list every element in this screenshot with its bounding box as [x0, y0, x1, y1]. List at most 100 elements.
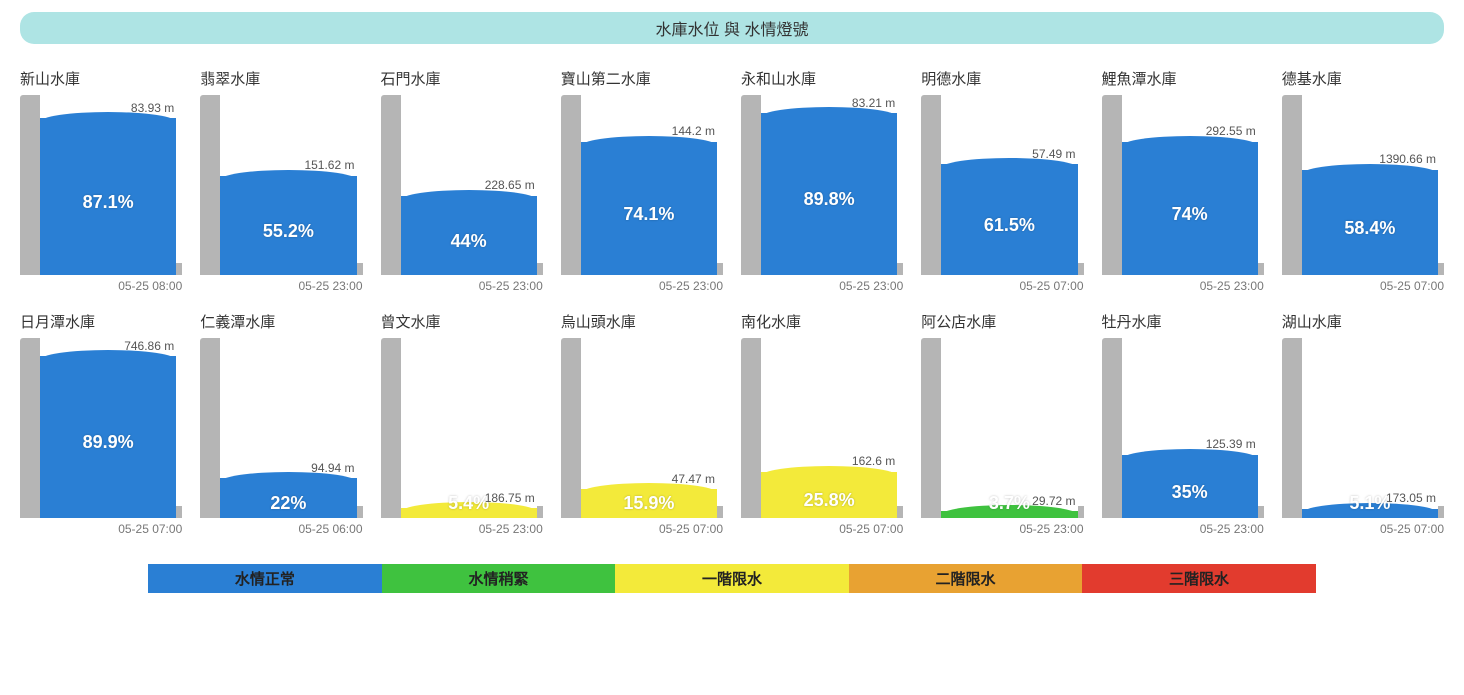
reservoir-chart: 5.4% 186.75 m: [381, 338, 543, 518]
percentage-label: 15.9%: [581, 493, 717, 514]
tank-area: 5.1% 173.05 m: [1302, 338, 1438, 518]
percentage-label: 61.5%: [941, 215, 1077, 236]
reservoir-card: 牡丹水庫 35% 125.39 m 05-25 23:00: [1102, 311, 1264, 536]
legend-item: 水情稍緊: [382, 564, 616, 593]
reservoir-name: 日月潭水庫: [20, 311, 182, 332]
pillar-left: [561, 338, 581, 518]
reservoir-name: 寶山第二水庫: [561, 68, 723, 89]
reservoir-chart: 89.8% 83.21 m: [741, 95, 903, 275]
pillar-right: [176, 263, 182, 275]
timestamp: 05-25 23:00: [921, 522, 1083, 536]
reservoir-name: 南化水庫: [741, 311, 903, 332]
pillar-right: [537, 263, 543, 275]
timestamp: 05-25 07:00: [741, 522, 903, 536]
tank-area: 89.8% 83.21 m: [761, 95, 897, 275]
tank-area: 44% 228.65 m: [401, 95, 537, 275]
pillar-left: [1102, 95, 1122, 275]
percentage-label: 74.1%: [581, 204, 717, 225]
reservoir-card: 石門水庫 44% 228.65 m 05-25 23:00: [381, 68, 543, 293]
percentage-label: 25.8%: [761, 490, 897, 511]
tank-area: 3.7% 29.72 m: [941, 338, 1077, 518]
pillar-left: [1282, 338, 1302, 518]
reservoir-card: 永和山水庫 89.8% 83.21 m 05-25 23:00: [741, 68, 903, 293]
reservoir-chart: 35% 125.39 m: [1102, 338, 1264, 518]
pillar-left: [20, 338, 40, 518]
reservoir-name: 牡丹水庫: [1102, 311, 1264, 332]
reservoir-card: 德基水庫 58.4% 1390.66 m 05-25 07:00: [1282, 68, 1444, 293]
reservoir-name: 石門水庫: [381, 68, 543, 89]
page-title: 水庫水位 與 水情燈號: [20, 12, 1444, 44]
tank-area: 15.9% 47.47 m: [581, 338, 717, 518]
reservoir-card: 曾文水庫 5.4% 186.75 m 05-25 23:00: [381, 311, 543, 536]
legend-item: 一階限水: [615, 564, 849, 593]
pillar-left: [20, 95, 40, 275]
water-level-label: 29.72 m: [1032, 494, 1075, 508]
pillar-left: [381, 95, 401, 275]
percentage-label: 22%: [220, 493, 356, 514]
timestamp: 05-25 07:00: [20, 522, 182, 536]
timestamp: 05-25 08:00: [20, 279, 182, 293]
reservoir-grid: 新山水庫 87.1% 83.93 m 05-25 08:00 翡翠水庫 55.2…: [20, 68, 1444, 536]
reservoir-card: 烏山頭水庫 15.9% 47.47 m 05-25 07:00: [561, 311, 723, 536]
percentage-label: 89.8%: [761, 189, 897, 210]
reservoir-name: 阿公店水庫: [921, 311, 1083, 332]
reservoir-chart: 74% 292.55 m: [1102, 95, 1264, 275]
timestamp: 05-25 07:00: [921, 279, 1083, 293]
tank-area: 61.5% 57.49 m: [941, 95, 1077, 275]
reservoir-chart: 5.1% 173.05 m: [1282, 338, 1444, 518]
pillar-left: [741, 338, 761, 518]
reservoir-card: 日月潭水庫 89.9% 746.86 m 05-25 07:00: [20, 311, 182, 536]
water-level-label: 162.6 m: [852, 454, 895, 468]
reservoir-chart: 25.8% 162.6 m: [741, 338, 903, 518]
reservoir-chart: 61.5% 57.49 m: [921, 95, 1083, 275]
reservoir-chart: 15.9% 47.47 m: [561, 338, 723, 518]
tank-area: 74% 292.55 m: [1122, 95, 1258, 275]
pillar-right: [897, 263, 903, 275]
pillar-left: [200, 95, 220, 275]
pillar-right: [357, 263, 363, 275]
reservoir-name: 鯉魚潭水庫: [1102, 68, 1264, 89]
reservoir-chart: 58.4% 1390.66 m: [1282, 95, 1444, 275]
reservoir-name: 德基水庫: [1282, 68, 1444, 89]
tank-area: 74.1% 144.2 m: [581, 95, 717, 275]
water-level-label: 83.21 m: [852, 96, 895, 110]
pillar-right: [1438, 263, 1444, 275]
timestamp: 05-25 07:00: [561, 522, 723, 536]
tank-area: 58.4% 1390.66 m: [1302, 95, 1438, 275]
tank-area: 25.8% 162.6 m: [761, 338, 897, 518]
pillar-right: [897, 506, 903, 518]
pillar-right: [717, 506, 723, 518]
pillar-right: [1258, 263, 1264, 275]
timestamp: 05-25 23:00: [381, 522, 543, 536]
legend-item: 三階限水: [1082, 564, 1316, 593]
reservoir-name: 明德水庫: [921, 68, 1083, 89]
pillar-right: [1078, 263, 1084, 275]
timestamp: 05-25 23:00: [1102, 522, 1264, 536]
timestamp: 05-25 07:00: [1282, 522, 1444, 536]
percentage-label: 58.4%: [1302, 218, 1438, 239]
water-level-label: 228.65 m: [485, 178, 535, 192]
timestamp: 05-25 23:00: [741, 279, 903, 293]
reservoir-card: 湖山水庫 5.1% 173.05 m 05-25 07:00: [1282, 311, 1444, 536]
pillar-right: [537, 506, 543, 518]
reservoir-card: 仁義潭水庫 22% 94.94 m 05-25 06:00: [200, 311, 362, 536]
percentage-label: 89.9%: [40, 432, 176, 453]
water-level-label: 292.55 m: [1206, 124, 1256, 138]
pillar-right: [1078, 506, 1084, 518]
percentage-label: 55.2%: [220, 221, 356, 242]
pillar-left: [921, 95, 941, 275]
reservoir-card: 翡翠水庫 55.2% 151.62 m 05-25 23:00: [200, 68, 362, 293]
reservoir-chart: 89.9% 746.86 m: [20, 338, 182, 518]
legend-item: 水情正常: [148, 564, 382, 593]
timestamp: 05-25 06:00: [200, 522, 362, 536]
tank-area: 89.9% 746.86 m: [40, 338, 176, 518]
pillar-left: [561, 95, 581, 275]
pillar-left: [921, 338, 941, 518]
timestamp: 05-25 23:00: [561, 279, 723, 293]
tank-area: 22% 94.94 m: [220, 338, 356, 518]
reservoir-name: 湖山水庫: [1282, 311, 1444, 332]
reservoir-chart: 55.2% 151.62 m: [200, 95, 362, 275]
reservoir-card: 寶山第二水庫 74.1% 144.2 m 05-25 23:00: [561, 68, 723, 293]
water-level-label: 125.39 m: [1206, 437, 1256, 451]
percentage-label: 87.1%: [40, 192, 176, 213]
